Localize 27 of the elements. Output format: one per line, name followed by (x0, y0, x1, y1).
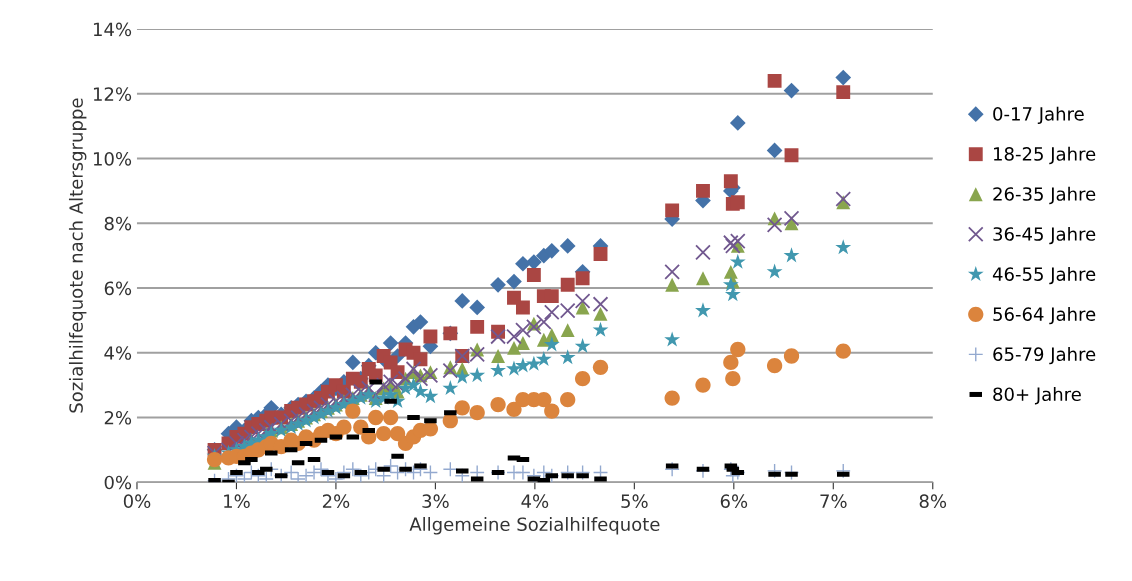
x-tick-label: 4% (521, 494, 549, 509)
y-tick-label: 8% (104, 216, 132, 231)
x-tick-label: 7% (820, 494, 847, 509)
x-tick-label: 5% (621, 494, 648, 509)
x-axis-title: Allgemeine Sozialhilfequote (409, 517, 660, 535)
y-tick-label: 10% (93, 151, 132, 166)
x-tick-label: 1% (224, 494, 250, 509)
x-tick-label: 3% (422, 494, 449, 509)
y-tick-label: 4% (104, 346, 132, 360)
x-tick-label: 0% (123, 494, 151, 509)
y-tick-label: 2% (104, 410, 132, 425)
legend-label: 65-79 Jahre (993, 347, 1096, 365)
legend-label: 26-35 Jahre (993, 186, 1096, 205)
legend-label: 36-45 Jahre (993, 226, 1096, 245)
x-tick-label: 2% (322, 494, 350, 509)
legend-label: 56-64 Jahre (993, 306, 1096, 325)
y-axis-title: Sozialhilfequote nach Altersgruppe (68, 98, 87, 413)
x-tick-label: 6% (720, 494, 748, 509)
legend-label: 46-55 Jahre (992, 266, 1096, 285)
legend-label: 0-17 Jahre (993, 106, 1084, 125)
y-tick-label: 6% (104, 281, 132, 296)
y-tick-label: 0% (104, 475, 132, 490)
legend-label: 80+ Jahre (993, 387, 1081, 405)
legend-label: 18-25 Jahre (994, 146, 1096, 165)
y-tick-label: 12% (93, 87, 132, 101)
y-tick-label: 14% (93, 22, 132, 37)
x-tick-label: 8% (919, 494, 947, 509)
